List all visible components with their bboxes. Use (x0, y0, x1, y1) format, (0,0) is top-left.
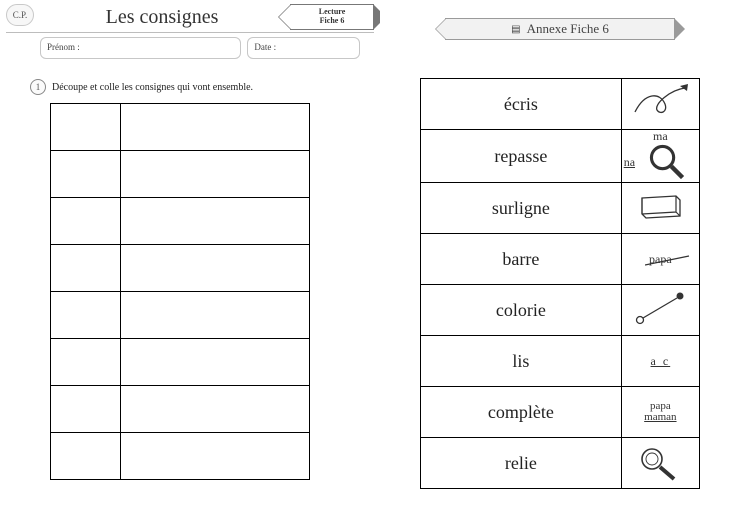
table-row: barre papa (421, 234, 700, 285)
table-row (51, 245, 310, 292)
table-row (51, 151, 310, 198)
icon-cell (621, 79, 699, 130)
pen-loop-icon (630, 82, 690, 122)
table-row: surligne (421, 183, 700, 234)
worksheet-left-page: C.P. Les consignes Lecture Fiche 6 Préno… (0, 0, 380, 529)
word-cell: surligne (421, 183, 622, 234)
annex-label: Annexe Fiche 6 (527, 21, 609, 37)
icon-cell: papa maman (621, 387, 699, 438)
magnifier-icon (637, 142, 697, 182)
icon-cell: a c (621, 336, 699, 387)
strike-line-icon (645, 254, 705, 294)
ribbon-line2: Fiche 6 (320, 16, 345, 25)
magnifier-icon (630, 441, 690, 481)
document-icon: ▤ (511, 24, 520, 35)
step-number-badge: 1 (30, 79, 46, 95)
letters-text: a c (651, 354, 671, 368)
word-cell: repasse (421, 130, 622, 183)
date-field[interactable]: Date : (247, 37, 360, 59)
book-icon (630, 186, 690, 226)
strike-text: papa (649, 252, 672, 266)
ribbon-line1: Lecture (319, 7, 346, 16)
instruction-text: Découpe et colle les consignes qui vont … (52, 82, 253, 93)
consignes-table: écris repasse ma na (420, 78, 700, 489)
header-divider (6, 32, 374, 33)
annex-ribbon: ▤ Annexe Fiche 6 (445, 18, 675, 40)
word-cell: complète (421, 387, 622, 438)
word-cell: colorie (421, 285, 622, 336)
instruction-row: 1 Découpe et colle les consignes qui von… (30, 79, 380, 95)
name-date-fields: Prénom : Date : (0, 37, 380, 59)
annex-header: ▤ Annexe Fiche 6 (390, 0, 730, 50)
table-row (51, 433, 310, 480)
table-row: lis a c (421, 336, 700, 387)
icon-cell: ma na (621, 130, 699, 183)
table-row (51, 104, 310, 151)
table-row (51, 292, 310, 339)
worksheet-right-page: ▤ Annexe Fiche 6 écris repasse ma (380, 0, 730, 529)
table-row (51, 386, 310, 433)
grade-badge: C.P. (6, 4, 34, 26)
icon-cell: papa (621, 234, 699, 285)
mini-text-bot: maman (622, 412, 699, 423)
table-row (51, 198, 310, 245)
mini-text-top: ma (622, 130, 699, 142)
icon-cell (621, 183, 699, 234)
table-row: relie (421, 438, 700, 489)
table-row: écris (421, 79, 700, 130)
table-row (51, 339, 310, 386)
word-cell: écris (421, 79, 622, 130)
page-title: Les consignes (38, 4, 286, 29)
blank-answer-table (50, 103, 310, 480)
table-row: complète papa maman (421, 387, 700, 438)
header: C.P. Les consignes Lecture Fiche 6 (0, 0, 380, 30)
table-row: repasse ma na (421, 130, 700, 183)
lecture-ribbon: Lecture Fiche 6 (290, 4, 374, 30)
word-cell: lis (421, 336, 622, 387)
mini-text-bot: na (624, 156, 635, 168)
word-cell: barre (421, 234, 622, 285)
icon-cell (621, 438, 699, 489)
prenom-field[interactable]: Prénom : (40, 37, 241, 59)
word-cell: relie (421, 438, 622, 489)
